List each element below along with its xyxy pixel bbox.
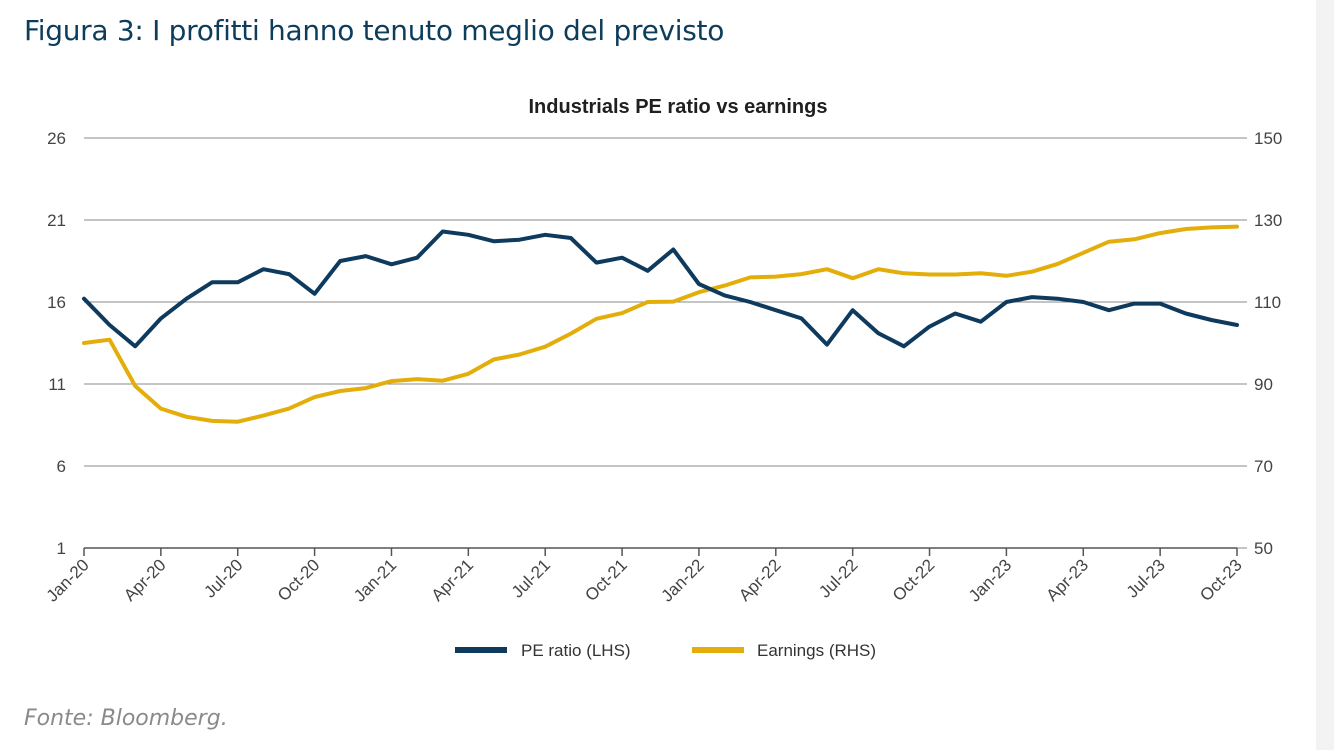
y-left-tick-label: 11 [48,375,66,394]
pe-ratio-line [82,229,1239,349]
source-note: Fonte: Bloomberg. [24,706,228,731]
y-right-tick-label: 70 [1254,457,1273,476]
y-right-tick-label: 150 [1254,129,1282,148]
y-right-tick-label: 90 [1254,375,1273,394]
y-right-tick-label: 110 [1254,293,1281,312]
y-left-tick-label: 16 [47,293,66,312]
x-tick-label: Jan-23 [965,555,1015,605]
earnings-line [82,224,1239,424]
y-left-tick-label: 26 [47,129,66,148]
y-right-tick-label: 50 [1254,539,1273,558]
chart-title: Industrials PE ratio vs earnings [529,96,828,118]
x-tick-label: Apr-21 [428,555,478,605]
x-tick-label: Jan-22 [658,555,708,605]
x-tick-label: Oct-23 [1196,555,1246,605]
x-tick-label: Jan-21 [350,555,400,605]
legend-pe-label: PE ratio (LHS) [521,641,631,660]
y-left-tick-label: 21 [47,211,66,230]
legend-earnings-label: Earnings (RHS) [757,641,876,660]
legend: PE ratio (LHS) Earnings (RHS) [455,641,876,660]
figure-heading: Figura 3: I profitti hanno tenuto meglio… [24,14,725,47]
page-edge-strip [1316,0,1334,750]
x-tick-label: Oct-21 [581,555,631,605]
x-tick-label: Apr-23 [1043,555,1093,605]
x-tick-label: Apr-20 [120,555,170,605]
x-tick-label: Jan-20 [43,555,93,605]
y-left-tick-label: 6 [57,457,66,476]
x-tick-label: Jul-21 [508,555,554,601]
x-tick-label: Apr-22 [735,555,785,605]
x-tick-label: Jul-23 [1123,555,1169,601]
x-tick-label: Oct-22 [889,555,939,605]
y-right-tick-label: 130 [1254,211,1282,230]
y-left-tick-label: 1 [57,539,66,558]
right-axis: 50 70 90 110 130 150 [1237,129,1282,558]
x-tick-label: Jul-22 [815,555,861,601]
x-tick-label: Jul-20 [200,555,246,601]
series-group [82,224,1239,424]
x-tick-label: Oct-20 [274,555,324,605]
x-axis: Jan-20 Apr-20 Jul-20 Oct-20 Jan-21 Apr-21 Jul-… [43,547,1246,606]
